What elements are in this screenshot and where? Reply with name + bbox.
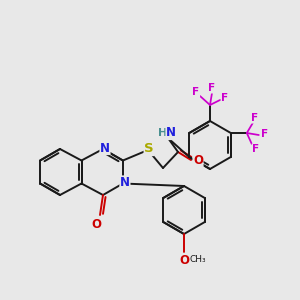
Text: O: O	[193, 154, 203, 167]
Text: N: N	[166, 127, 176, 140]
Text: CH₃: CH₃	[189, 256, 206, 265]
Text: F: F	[261, 129, 268, 139]
Text: F: F	[208, 83, 216, 93]
Text: O: O	[179, 254, 189, 266]
Text: F: F	[252, 144, 259, 154]
Text: F: F	[221, 93, 229, 103]
Text: O: O	[91, 218, 101, 230]
Text: S: S	[144, 142, 154, 155]
Text: F: F	[251, 113, 258, 123]
Text: N: N	[100, 142, 110, 154]
Text: H: H	[158, 128, 168, 138]
Text: N: N	[120, 176, 130, 189]
Text: F: F	[192, 87, 200, 97]
